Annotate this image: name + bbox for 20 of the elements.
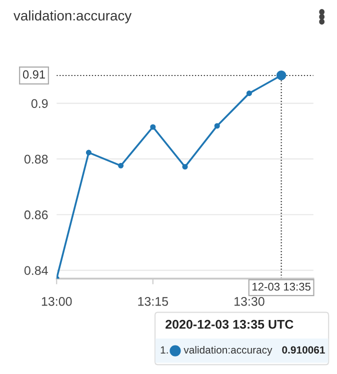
y-tick-label: 0.86 <box>24 210 48 220</box>
ref-line-label: 0.91 <box>22 70 45 79</box>
legend-label: validation:accuracy <box>184 346 272 356</box>
x-tick-label: 13:30 <box>234 297 264 306</box>
ref-line-label: 12-03 13:35 <box>252 282 311 291</box>
point <box>118 162 124 168</box>
legend-title: 2020-12-03 13:35 UTC <box>166 320 294 329</box>
x-tick-label: 13:15 <box>138 297 168 306</box>
y-tick-label: 0.88 <box>24 154 48 164</box>
point <box>86 150 92 156</box>
point <box>214 123 220 129</box>
point <box>246 90 252 96</box>
point <box>150 124 156 130</box>
y-tick-label: 0.84 <box>24 266 48 275</box>
text: 1. <box>160 346 168 354</box>
point <box>182 164 188 170</box>
chart-title: validation:accuracy <box>14 10 132 24</box>
x-tick-label: 13:00 <box>42 297 72 306</box>
y-tick-label: 0.9 <box>31 99 48 108</box>
text: 0.910061 <box>282 346 325 354</box>
